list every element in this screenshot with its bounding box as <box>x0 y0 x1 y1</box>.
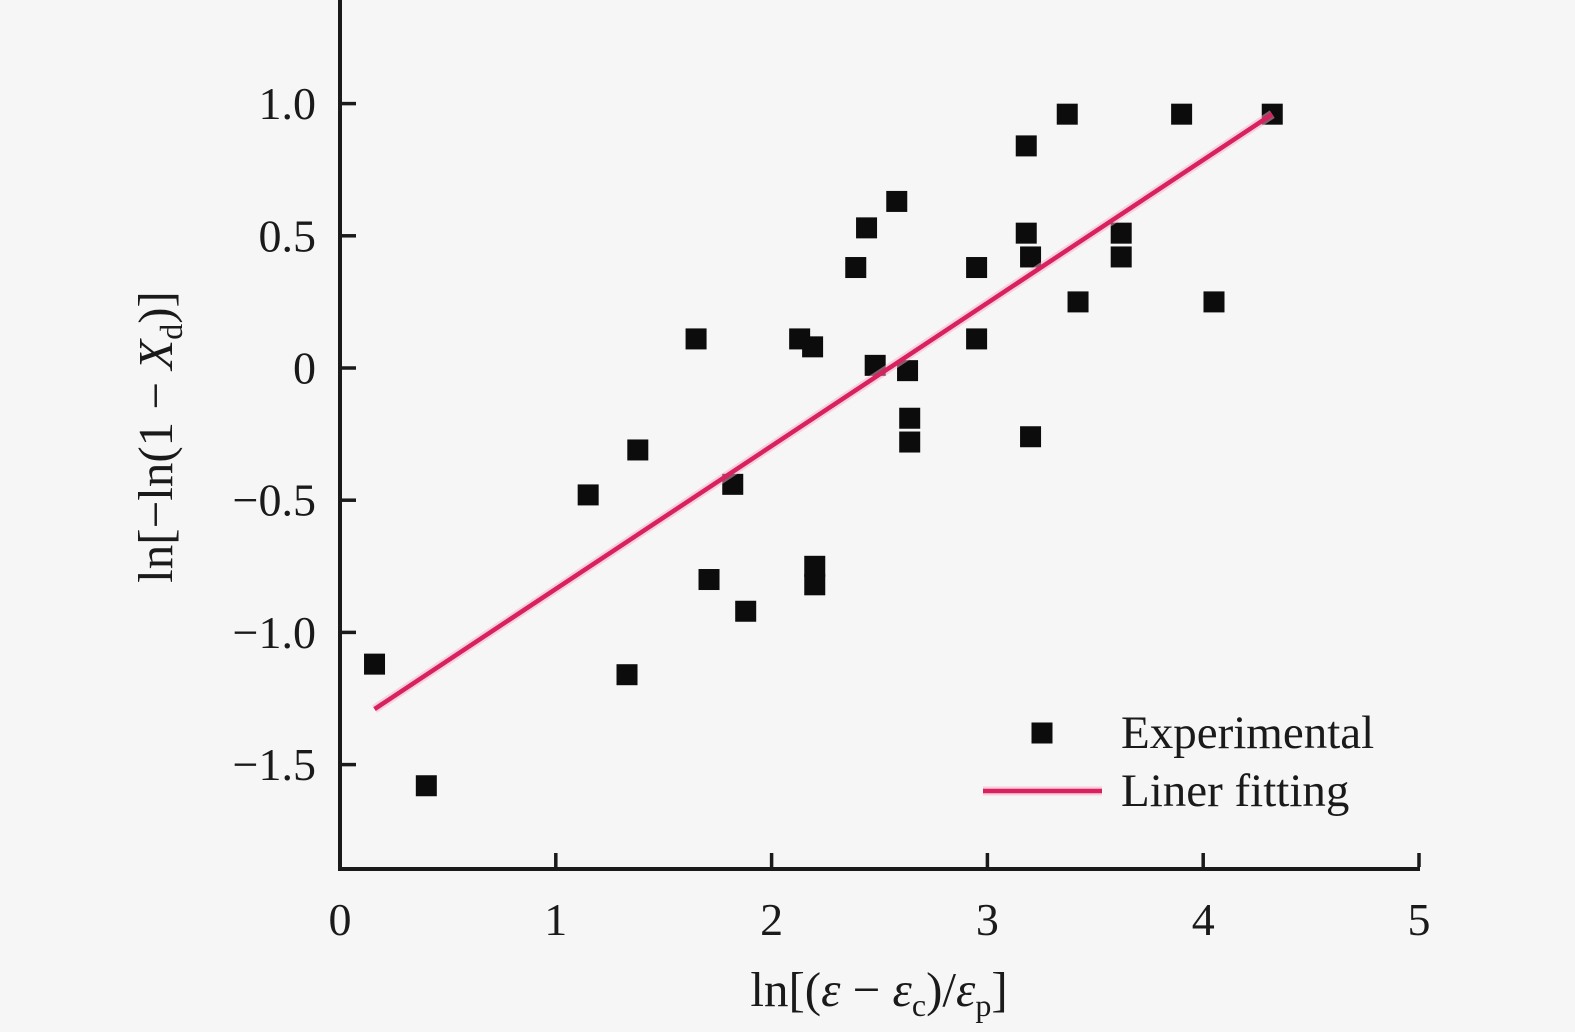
data-point <box>899 431 921 453</box>
data-point <box>856 217 878 239</box>
y-tick-label: 0.5 <box>259 210 317 261</box>
x-tick-label: 3 <box>976 894 999 945</box>
data-point <box>735 600 757 622</box>
x-tick-label: 0 <box>329 894 352 945</box>
x-axis-label: ln[(ε − εc)/εp] <box>750 962 1007 1023</box>
data-point <box>1020 426 1042 448</box>
legend-label-experimental: Experimental <box>1121 707 1374 759</box>
data-point <box>1056 103 1078 125</box>
data-point <box>698 569 720 591</box>
data-point <box>685 328 707 350</box>
fit-line <box>373 112 1274 711</box>
legend-label-liner-fitting: Liner fitting <box>1121 765 1349 817</box>
y-tick-label: −0.5 <box>233 475 316 526</box>
y-tick-label: 0 <box>293 343 316 394</box>
data-point <box>804 574 826 596</box>
scatter-series-experimental <box>364 103 1283 797</box>
data-point <box>364 653 386 675</box>
data-point <box>616 664 638 686</box>
data-point <box>804 555 826 577</box>
data-point <box>1171 103 1193 125</box>
data-point <box>897 360 919 382</box>
x-tick-label: 1 <box>544 894 567 945</box>
data-point <box>845 257 867 279</box>
legend-marker-square <box>1031 722 1053 744</box>
data-point <box>1067 291 1089 313</box>
data-point <box>577 484 599 506</box>
data-point <box>966 257 988 279</box>
x-tick-label: 4 <box>1192 894 1215 945</box>
data-point <box>1110 222 1132 244</box>
x-tick-label: 2 <box>760 894 783 945</box>
data-point <box>1020 246 1042 268</box>
data-point <box>966 328 988 350</box>
data-point <box>1203 291 1225 313</box>
data-point <box>886 190 908 212</box>
y-axis-label: ln[−ln(1 − Xd)] <box>128 291 189 583</box>
x-tick-label: 5 <box>1408 894 1431 945</box>
y-tick-label: 1.0 <box>259 78 317 129</box>
y-tick-label: −1.5 <box>233 739 316 790</box>
tick-labels: 0 1 2 3 4 5 1.0 0.5 0 −0.5 −1.0 −1.5 <box>233 78 1431 945</box>
legend: Experimental Liner fitting <box>983 707 1374 817</box>
data-point <box>1015 222 1037 244</box>
data-point <box>1110 246 1132 268</box>
y-tick-label: −1.0 <box>233 607 316 658</box>
data-point <box>1015 135 1037 157</box>
axes <box>338 0 1421 871</box>
data-point <box>415 775 437 797</box>
fit-line-series <box>372 110 1275 713</box>
data-point <box>899 407 921 429</box>
data-point <box>802 336 824 358</box>
data-point <box>627 439 649 461</box>
